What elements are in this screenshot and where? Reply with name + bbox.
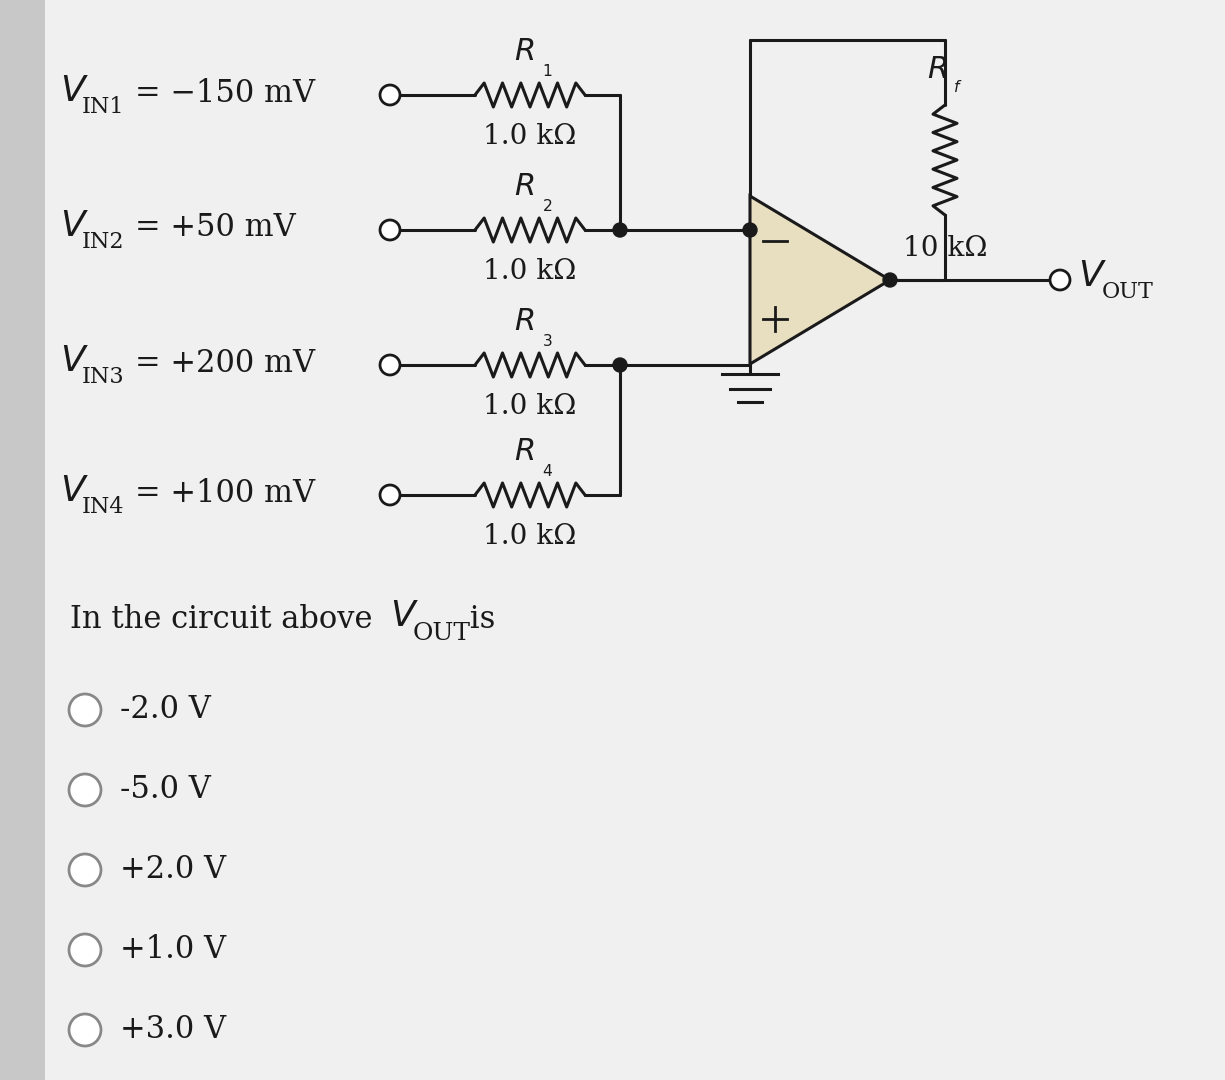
Text: IN4: IN4	[82, 496, 125, 518]
Text: OUT: OUT	[413, 622, 470, 646]
Text: OUT: OUT	[1102, 281, 1154, 303]
Circle shape	[380, 485, 401, 505]
Text: $V$: $V$	[60, 75, 89, 108]
Text: $_1$: $_1$	[541, 57, 552, 79]
Text: $V$: $V$	[60, 345, 89, 378]
Text: $R$: $R$	[513, 171, 534, 202]
Text: -2.0 V: -2.0 V	[120, 694, 211, 726]
Circle shape	[69, 694, 100, 726]
Circle shape	[380, 220, 401, 240]
Circle shape	[612, 357, 627, 372]
Text: $_f$: $_f$	[953, 73, 963, 95]
Text: = −150 mV: = −150 mV	[135, 78, 315, 108]
Text: is: is	[461, 605, 495, 635]
Circle shape	[69, 934, 100, 966]
Circle shape	[612, 222, 627, 237]
Circle shape	[1050, 270, 1069, 291]
Circle shape	[69, 1014, 100, 1047]
Text: In the circuit above: In the circuit above	[70, 605, 382, 635]
Text: -5.0 V: -5.0 V	[120, 774, 211, 806]
Polygon shape	[750, 195, 891, 364]
Text: $_4$: $_4$	[541, 457, 554, 480]
Text: = +200 mV: = +200 mV	[135, 348, 315, 378]
Text: +2.0 V: +2.0 V	[120, 854, 227, 886]
Text: $_3$: $_3$	[541, 327, 552, 349]
Text: 1.0 kΩ: 1.0 kΩ	[484, 258, 577, 285]
Circle shape	[69, 854, 100, 886]
Circle shape	[380, 355, 401, 375]
Text: = +50 mV: = +50 mV	[135, 213, 295, 243]
Text: $R$: $R$	[927, 54, 947, 85]
Text: $V$: $V$	[60, 474, 89, 508]
Text: $V$: $V$	[60, 210, 89, 243]
Text: 1.0 kΩ: 1.0 kΩ	[484, 123, 577, 150]
Text: $V$: $V$	[1078, 259, 1107, 293]
Text: $R$: $R$	[513, 436, 534, 467]
Text: 1.0 kΩ: 1.0 kΩ	[484, 523, 577, 550]
Text: IN2: IN2	[82, 231, 125, 253]
Text: $V$: $V$	[390, 599, 419, 633]
Text: 10 kΩ: 10 kΩ	[903, 235, 987, 262]
FancyBboxPatch shape	[0, 0, 45, 1080]
Text: = +100 mV: = +100 mV	[135, 477, 315, 509]
Text: +1.0 V: +1.0 V	[120, 934, 227, 966]
Text: $R$: $R$	[513, 306, 534, 337]
Text: +3.0 V: +3.0 V	[120, 1014, 227, 1045]
Circle shape	[380, 85, 401, 105]
Text: 1.0 kΩ: 1.0 kΩ	[484, 393, 577, 420]
Text: IN3: IN3	[82, 366, 125, 388]
Circle shape	[744, 222, 757, 237]
Text: $R$: $R$	[513, 36, 534, 67]
Text: IN1: IN1	[82, 96, 125, 118]
Circle shape	[69, 774, 100, 806]
Text: $_2$: $_2$	[541, 192, 552, 214]
Circle shape	[883, 273, 897, 287]
FancyBboxPatch shape	[45, 0, 1225, 1080]
